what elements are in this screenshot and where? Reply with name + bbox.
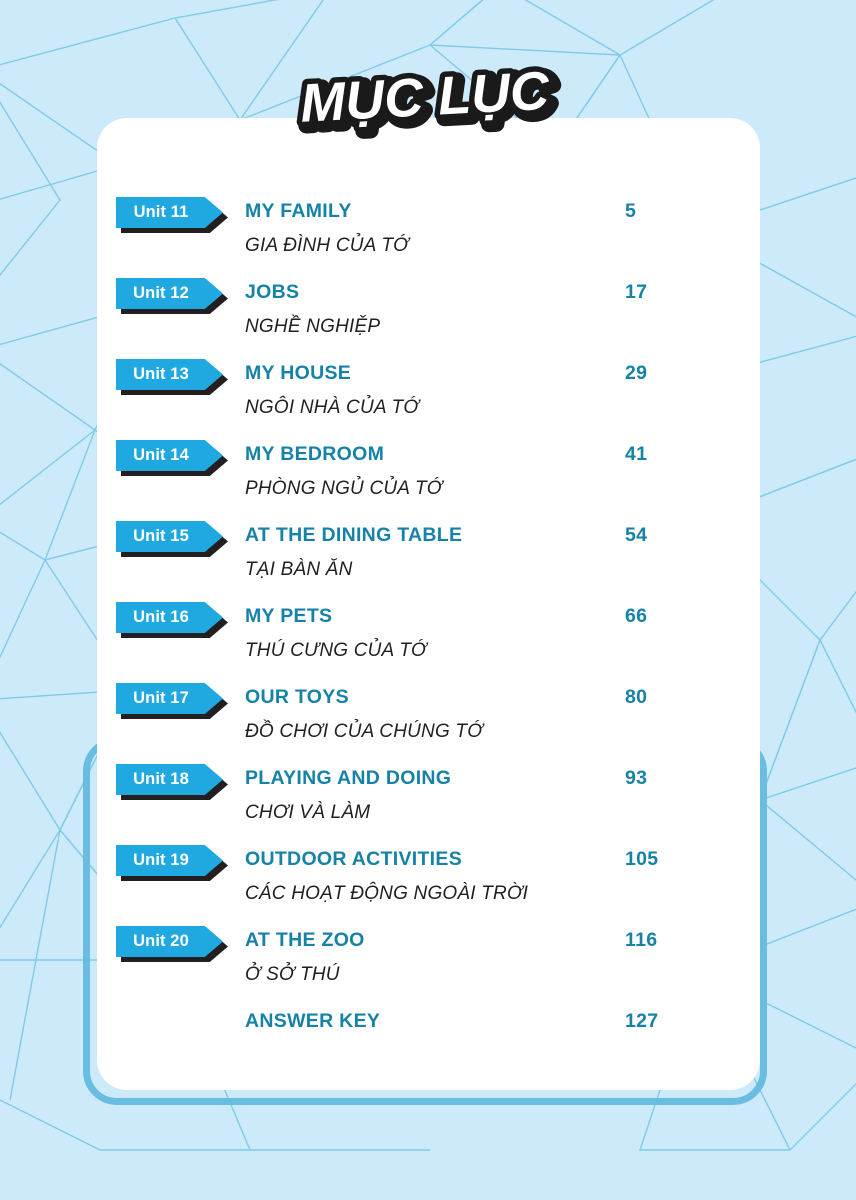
entry-title-en[interactable]: MY BEDROOM (245, 443, 385, 465)
unit-badge-label: Unit 18 (133, 770, 189, 788)
unit-badge-body (116, 521, 223, 552)
unit-badge[interactable]: Unit 17 (116, 683, 228, 719)
entry-title-en[interactable]: ANSWER KEY (245, 1010, 381, 1032)
entry-title-en[interactable]: MY PETS (245, 605, 333, 627)
unit-badge-label: Unit 20 (133, 932, 189, 950)
unit-badge-body (116, 926, 223, 957)
unit-badge-label: Unit 11 (133, 203, 189, 221)
entry-title-en[interactable]: OUTDOOR ACTIVITIES (245, 848, 463, 870)
entry-page-number[interactable]: 116 (625, 929, 658, 951)
toc-entry[interactable]: Unit 13 MY HOUSE NGÔI NHÀ CỦA TỚ 29 (97, 356, 760, 437)
entry-page-number[interactable]: 80 (625, 686, 648, 708)
unit-badge[interactable]: Unit 19 (116, 845, 228, 881)
unit-badge-body (116, 440, 223, 471)
entry-page-number[interactable]: 41 (625, 443, 648, 465)
unit-badge[interactable]: Unit 12 (116, 278, 228, 314)
entry-title-vi: NGHỀ NGHIỆP (245, 316, 381, 337)
unit-badge-label: Unit 13 (133, 365, 189, 383)
toc-entry[interactable]: Unit 16 MY PETS THÚ CƯNG CỦA TỚ 66 (97, 599, 760, 680)
toc-entry[interactable]: Unit 11 MY FAMILY GIA ĐÌNH CỦA TỚ 5 (97, 194, 760, 275)
entry-title-vi: PHÒNG NGỦ CỦA TỚ (245, 478, 443, 499)
entry-title-en[interactable]: AT THE DINING TABLE (245, 524, 463, 546)
entry-page-number[interactable]: 5 (625, 200, 637, 222)
unit-badge-body (116, 683, 223, 714)
unit-badge[interactable]: Unit 14 (116, 440, 228, 476)
unit-badge-body (116, 602, 223, 633)
toc-entry[interactable]: Unit 20 AT THE ZOO Ở SỞ THÚ 116 (97, 923, 760, 1004)
entry-page-number[interactable]: 17 (625, 281, 648, 303)
entry-title-vi: THÚ CƯNG CỦA TỚ (245, 640, 427, 661)
toc-entry[interactable]: Unit 17 OUR TOYS ĐỒ CHƠI CỦA CHÚNG TỚ 80 (97, 680, 760, 761)
toc-entry[interactable]: Unit 18 PLAYING AND DOING CHƠI VÀ LÀM 93 (97, 761, 760, 842)
toc-card: MỤC LỤC MỤC LỤC MỤC LỤC Unit 11 MY FAMILY… (97, 63, 760, 1090)
unit-badge-body (116, 764, 223, 795)
entry-title-vi: NGÔI NHÀ CỦA TỚ (245, 397, 419, 418)
unit-badge-body (116, 278, 223, 309)
entry-title-en[interactable]: OUR TOYS (245, 686, 349, 708)
entry-title-vi: ĐỒ CHƠI CỦA CHÚNG TỚ (245, 721, 483, 742)
entry-page-number[interactable]: 127 (625, 1010, 659, 1032)
entry-title-en[interactable]: PLAYING AND DOING (245, 767, 452, 789)
unit-badge[interactable]: Unit 11 (116, 197, 228, 233)
unit-badge-label: Unit 16 (133, 608, 189, 626)
entry-page-number[interactable]: 54 (625, 524, 648, 546)
toc-list: Unit 11 MY FAMILY GIA ĐÌNH CỦA TỚ 5 Unit 12 J… (97, 194, 760, 1074)
entry-title-vi: GIA ĐÌNH CỦA TỚ (245, 235, 409, 256)
unit-badge[interactable]: Unit 18 (116, 764, 228, 800)
unit-badge[interactable]: Unit 13 (116, 359, 228, 395)
toc-entry[interactable]: Unit 19 OUTDOOR ACTIVITIES CÁC HOẠT ĐỘNG N… (97, 842, 760, 923)
unit-badge[interactable]: Unit 15 (116, 521, 228, 557)
unit-badge-body (116, 845, 223, 876)
entry-title-vi: CÁC HOẠT ĐỘNG NGOÀI TRỜI (245, 883, 529, 904)
unit-badge[interactable]: Unit 20 (116, 926, 228, 962)
unit-badge-label: Unit 12 (133, 284, 189, 302)
entry-page-number[interactable]: 93 (625, 767, 648, 789)
entry-title-vi: Ở SỞ THÚ (245, 964, 340, 985)
unit-badge[interactable]: Unit 16 (116, 602, 228, 638)
entry-title-vi: TẠI BÀN ĂN (245, 559, 353, 580)
toc-entry[interactable]: Unit 15 AT THE DINING TABLE TẠI BÀN ĂN 54 (97, 518, 760, 599)
entry-page-number[interactable]: 29 (625, 362, 648, 384)
unit-badge-body (116, 359, 223, 390)
entry-title-en[interactable]: JOBS (245, 281, 300, 303)
entry-title-en[interactable]: MY FAMILY (245, 200, 352, 222)
unit-badge-label: Unit 15 (133, 527, 189, 545)
unit-badge-body (116, 197, 223, 228)
unit-badge-label: Unit 14 (133, 446, 189, 464)
unit-badge-label: Unit 17 (133, 689, 189, 707)
entry-title-en[interactable]: MY HOUSE (245, 362, 352, 384)
unit-badge-label: Unit 19 (133, 851, 189, 869)
entry-title-en[interactable]: AT THE ZOO (245, 929, 365, 951)
entry-title-vi: CHƠI VÀ LÀM (245, 802, 371, 823)
toc-entry[interactable]: ANSWER KEY 127 (97, 1004, 760, 1074)
toc-entry[interactable]: Unit 12 JOBS NGHỀ NGHIỆP 17 (97, 275, 760, 356)
entry-page-number[interactable]: 105 (625, 848, 659, 870)
entry-page-number[interactable]: 66 (625, 605, 648, 627)
toc-entry[interactable]: Unit 14 MY BEDROOM PHÒNG NGỦ CỦA TỚ 41 (97, 437, 760, 518)
